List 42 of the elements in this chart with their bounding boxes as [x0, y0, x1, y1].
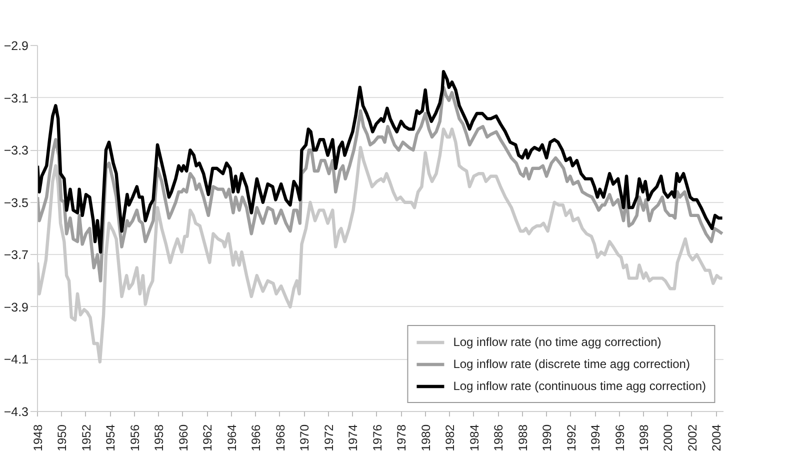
x-tick-label: 1988: [516, 424, 530, 452]
x-tick-label: 1996: [612, 424, 627, 452]
x-tick-label: 1984: [467, 424, 482, 452]
x-tick-label: 1994: [588, 424, 603, 452]
x-tick-label: 2002: [685, 424, 700, 452]
x-tick-label: 1948: [31, 424, 45, 452]
legend-label: Log inflow rate (discrete time agg correction): [453, 356, 690, 372]
y-tick-label: −3.5: [4, 196, 29, 210]
x-tick-label: 1952: [79, 424, 94, 452]
x-tick-label: 1972: [322, 424, 336, 452]
x-tick-label: 1950: [55, 424, 70, 452]
legend-label: Log inflow rate (continuous time agg correction): [453, 378, 706, 394]
x-tick-label: 1974: [346, 424, 360, 452]
y-tick-label: −2.9: [4, 39, 29, 53]
y-tick-label: −4.3: [4, 405, 29, 419]
x-tick-label: 1964: [224, 424, 239, 452]
y-tick-label: −3.7: [4, 248, 29, 262]
x-tick-label: 1992: [564, 424, 578, 452]
x-tick-label: 1954: [104, 424, 118, 452]
x-tick-label: 1998: [637, 424, 652, 452]
x-tick-label: 1990: [540, 424, 554, 452]
x-tick-label: 1978: [394, 424, 409, 452]
x-tick-label: 1970: [298, 424, 312, 452]
x-tick-label: 1968: [273, 424, 288, 452]
x-tick-label: 1982: [443, 424, 458, 452]
x-tick-label: 2004: [710, 424, 724, 452]
x-tick-label: 1980: [418, 424, 433, 452]
x-tick-label: 1958: [152, 424, 166, 452]
line-series: [38, 70, 724, 254]
line-series: [38, 86, 724, 282]
y-tick-label: −3.3: [4, 144, 29, 158]
y-tick-label: −4.1: [4, 352, 29, 367]
x-tick-label: 1986: [492, 424, 506, 452]
x-tick-label: 2000: [661, 424, 676, 452]
x-tick-label: 1960: [176, 424, 190, 452]
y-tick-label: −3.1: [4, 91, 29, 106]
y-tick-label: −3.9: [4, 300, 29, 314]
x-tick-label: 1956: [128, 424, 142, 452]
x-tick-label: 1976: [370, 424, 384, 452]
x-tick-label: 1962: [200, 424, 215, 452]
x-tick-label: 1966: [249, 424, 264, 452]
legend-label: Log inflow rate (no time agg correction): [453, 334, 662, 350]
